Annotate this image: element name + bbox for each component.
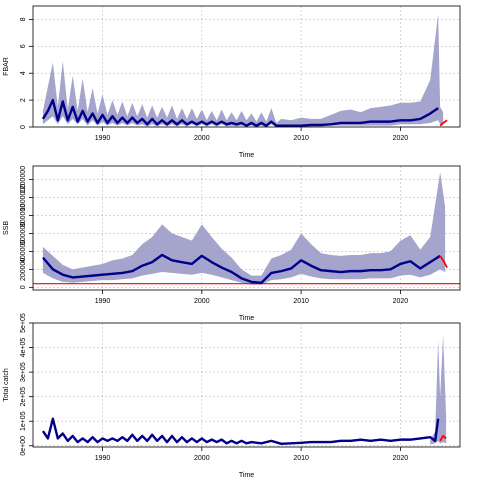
plot-frame	[32, 5, 461, 128]
y-axis-title: FBAR	[3, 57, 10, 76]
x-tick-label: 2020	[393, 455, 409, 462]
plot-frame	[32, 165, 461, 291]
x-tick-label: 2010	[293, 455, 309, 462]
median-line	[42, 253, 441, 285]
y-tick-label: 400000	[20, 240, 27, 263]
y-tick-label: 0e+00	[20, 436, 27, 456]
y-tick-label: 8	[20, 17, 27, 21]
chart-panel-2: 1990 2000 2010 2020 0 20000040000060000080000…	[3, 165, 461, 322]
y-tick-label: 0	[20, 125, 27, 129]
y-axis-title: Total catch	[3, 368, 10, 402]
median-line	[41, 417, 440, 446]
y-tick-label: 1e+05	[20, 411, 27, 431]
forecast-line	[439, 255, 448, 268]
forecast-line	[439, 119, 448, 127]
chart-panel-3: 1990 2000 2010 2020 0e+00 1e+05 2e+05 3e+05 4e+0…	[3, 313, 461, 479]
x-tick-label: 2010	[293, 135, 309, 142]
x-tick-label: 1990	[95, 455, 111, 462]
y-tick-label: 0	[20, 285, 27, 289]
x-tick-label: 2000	[194, 135, 210, 142]
y-tick-label: 6	[20, 44, 27, 48]
chart-panel-1: 1990 2000 2010 2020 0 2 4 6 8 Time FBAR	[3, 5, 461, 159]
x-tick-label: 1990	[95, 298, 111, 305]
y-tick-label: 800000	[20, 204, 27, 227]
y-tick-label: 2e+05	[20, 387, 27, 407]
forecast-line	[439, 435, 447, 442]
x-tick-label: 2000	[194, 298, 210, 305]
x-tick-label: 2000	[194, 455, 210, 462]
uncertainty-band	[42, 172, 446, 285]
median-line	[41, 98, 439, 127]
uncertainty-band	[430, 335, 447, 445]
uncertainty-band	[42, 14, 444, 128]
y-axis-title: SSB	[3, 221, 10, 235]
x-axis-title: Time	[239, 152, 254, 159]
x-tick-label: 2020	[393, 298, 409, 305]
y-tick-label: 2	[20, 98, 27, 102]
x-axis-title: Time	[239, 315, 254, 322]
plot-frame	[32, 322, 461, 448]
y-tick-label: 200000	[20, 258, 27, 281]
y-tick-label: 1000000	[20, 184, 27, 211]
y-tick-label: 1200000	[20, 166, 27, 193]
x-axis-title: Time	[239, 472, 254, 479]
x-tick-label: 2010	[293, 298, 309, 305]
y-tick-label: 3e+05	[20, 362, 27, 382]
y-tick-label: 5e+05	[20, 313, 27, 333]
y-tick-label: 600000	[20, 222, 27, 245]
x-tick-label: 1990	[95, 135, 111, 142]
y-tick-label: 4	[20, 71, 27, 75]
x-tick-label: 2020	[393, 135, 409, 142]
y-tick-label: 4e+05	[20, 338, 27, 358]
